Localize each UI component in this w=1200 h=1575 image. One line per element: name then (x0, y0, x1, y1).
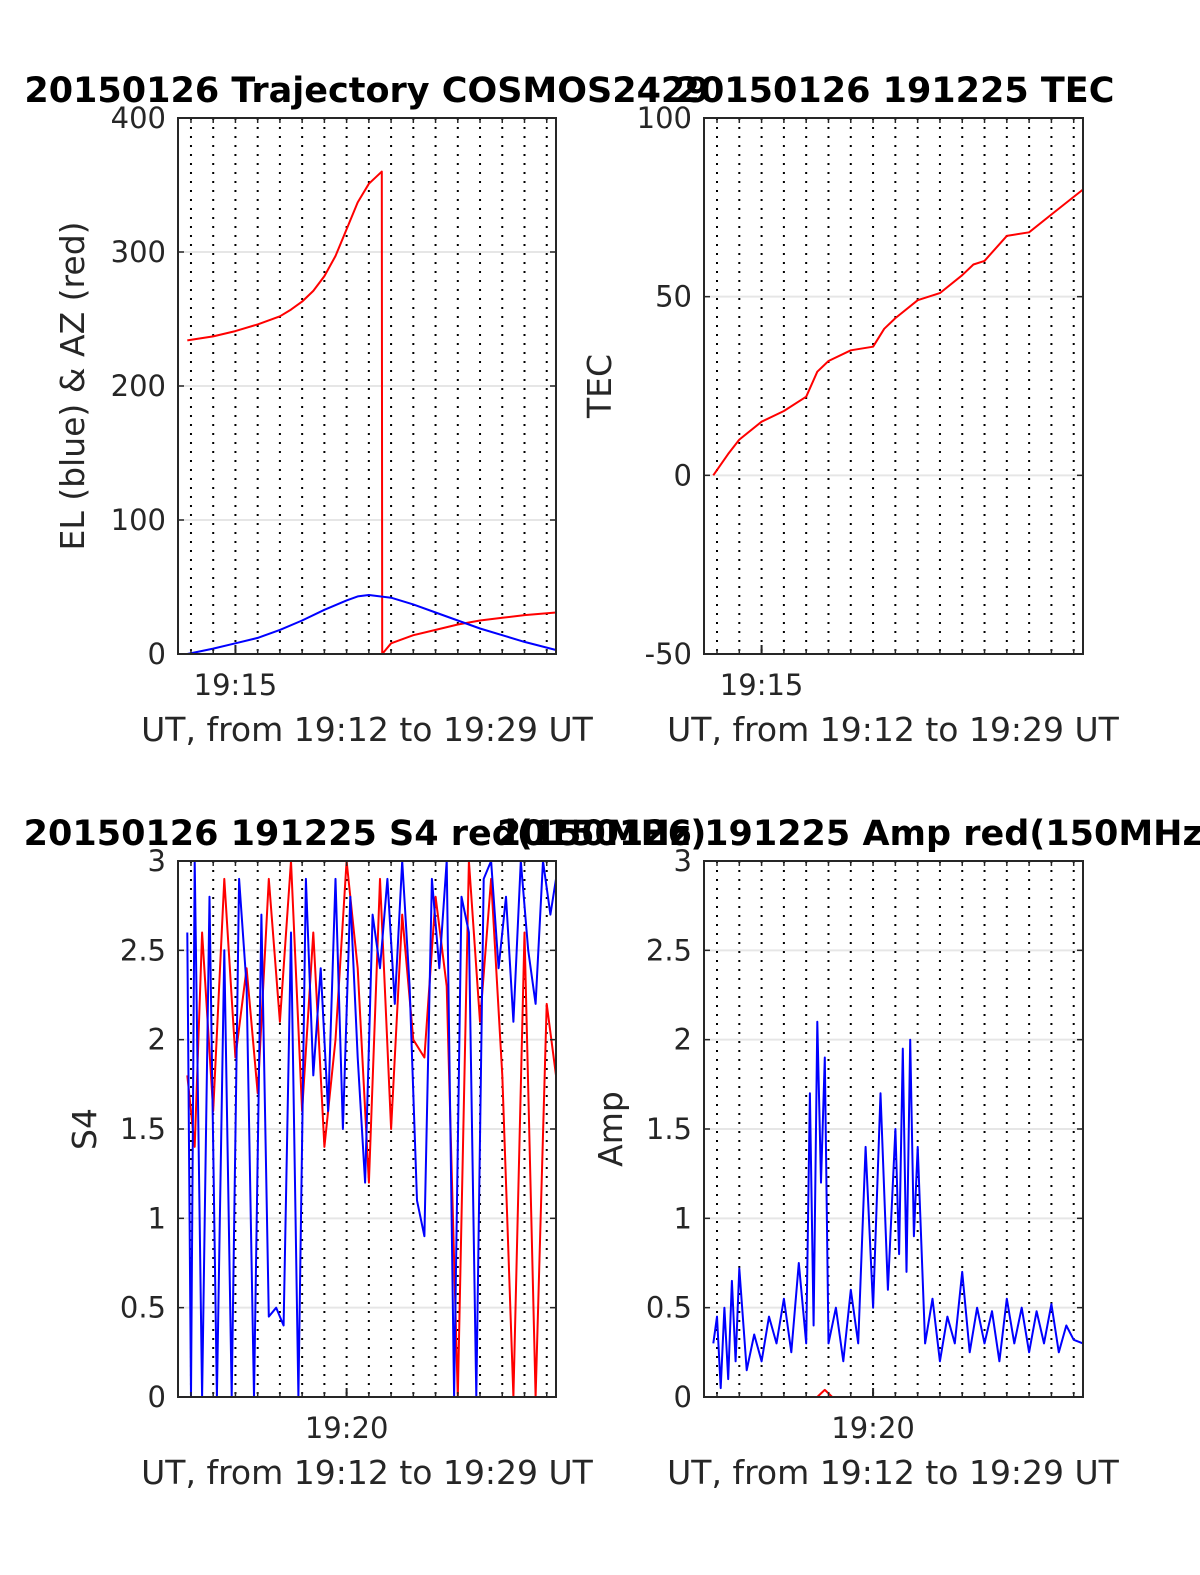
series-line-0 (712, 188, 1084, 476)
y-axis-label: TEC (580, 354, 619, 419)
y-tick-label: 2.5 (646, 933, 692, 967)
y-tick-label: 0 (148, 637, 166, 671)
x-tick-label: 19:20 (305, 1411, 389, 1445)
series-line-0 (186, 860, 557, 1398)
y-tick-label: 100 (637, 101, 692, 135)
y-tick-label: 2 (148, 1023, 166, 1057)
x-tick-label: 19:20 (831, 1411, 915, 1445)
y-tick-label: 0 (674, 458, 692, 492)
y-tick-label: 2.5 (120, 933, 166, 967)
y-tick-label: -50 (645, 637, 692, 671)
y-tick-label: 0 (148, 1380, 166, 1414)
y-tick-label: 400 (111, 101, 166, 135)
y-tick-label: 1.5 (120, 1112, 166, 1146)
chart-title: 20150126 191225 Amp red(150MHz) (497, 814, 1200, 854)
series-group (187, 170, 557, 655)
y-tick-label: 200 (111, 369, 166, 403)
series-group (186, 860, 557, 1398)
y-tick-label: 0.5 (646, 1291, 692, 1325)
chart-title: 20150126 191225 S4 red(150MHz) (24, 814, 707, 854)
x-tick-label: 19:15 (194, 668, 278, 702)
tick-group: 0 100 200 300 400 19:15 (111, 101, 556, 702)
tick-group: 0 0.5 1 1.5 2 2.5 3 19:20 (120, 844, 556, 1445)
y-axis-label: S4 (65, 1108, 104, 1150)
x-axis-label: UT, from 19:12 to 19:29 UT (667, 710, 1120, 749)
series-group (712, 1020, 1084, 1398)
y-tick-label: 50 (655, 280, 692, 314)
axes-box (177, 860, 557, 1398)
series-line-1 (186, 860, 557, 1398)
x-axis-label: UT, from 19:12 to 19:29 UT (141, 1453, 594, 1492)
tick-group: -50 0 50 100 19:15 (637, 101, 1083, 702)
series-line-1 (187, 594, 557, 655)
axes-box (703, 117, 1084, 655)
x-axis-label: UT, from 19:12 to 19:29 UT (667, 1453, 1120, 1492)
y-tick-label: 300 (111, 235, 166, 269)
y-axis-label: EL (blue) & AZ (red) (53, 221, 92, 550)
y-tick-label: 100 (111, 503, 166, 537)
series-line-1 (712, 1020, 1084, 1390)
y-axis-label: Amp (591, 1091, 630, 1167)
series-group (712, 188, 1084, 476)
y-tick-label: 3 (148, 844, 166, 878)
panel-s4: 20150126 191225 S4 red(150MHz) S4 UT, fr… (24, 814, 707, 1492)
x-tick-label: 19:15 (720, 668, 804, 702)
chart-title: 20150126 191225 TEC (676, 71, 1115, 111)
y-tick-label: 3 (674, 844, 692, 878)
y-tick-label: 1.5 (646, 1112, 692, 1146)
y-tick-label: 1 (148, 1201, 166, 1235)
panel-trajectory: 20150126 Trajectory COSMOS2429 EL (blue)… (24, 71, 709, 749)
axes-box (177, 117, 557, 655)
series-line-0 (816, 1388, 833, 1398)
y-tick-label: 0 (674, 1380, 692, 1414)
y-tick-label: 0.5 (120, 1291, 166, 1325)
x-axis-label: UT, from 19:12 to 19:29 UT (141, 710, 594, 749)
panel-amp: 20150126 191225 Amp red(150MHz) Amp UT, … (497, 814, 1200, 1492)
tick-group: 0 0.5 1 1.5 2 2.5 3 19:20 (646, 844, 1083, 1445)
panel-tec: 20150126 191225 TEC TEC UT, from 19:12 t… (580, 71, 1120, 749)
chart-title: 20150126 Trajectory COSMOS2429 (24, 71, 709, 111)
axes-box (703, 860, 1084, 1398)
y-tick-label: 2 (674, 1023, 692, 1057)
y-tick-label: 1 (674, 1201, 692, 1235)
